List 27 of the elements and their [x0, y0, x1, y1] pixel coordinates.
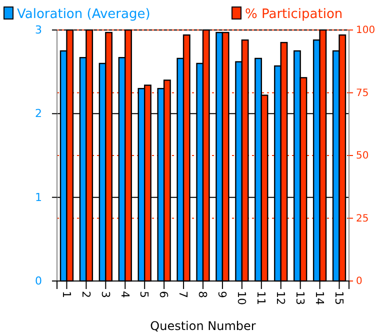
x-tick-label: 3 [98, 291, 112, 298]
x-tick-label: 6 [157, 291, 170, 298]
x-tick-label: 5 [138, 291, 151, 298]
y2-tick-label: 25 [356, 213, 369, 224]
y-tick-label: 1 [35, 190, 42, 204]
legend-label: % Participation [245, 7, 343, 22]
y-tick-label: 0 [35, 274, 42, 288]
y2-tick-label: 100 [356, 25, 376, 36]
x-tick-label: 4 [118, 291, 132, 298]
y2-tick-label: 50 [356, 150, 369, 162]
x-tick-label: 12 [274, 291, 288, 305]
x-tick-label: 14 [312, 291, 326, 305]
x-tick-label: 7 [176, 291, 190, 298]
y2-tick-label: 0 [356, 276, 362, 288]
x-axis-title: Question Number [150, 319, 256, 333]
x-tick-label: 15 [332, 291, 346, 305]
x-tick-label: 1 [60, 291, 73, 298]
y-tick-label: 3 [35, 24, 42, 37]
y2-tick-label: 75 [356, 88, 369, 99]
x-tick-label: 2 [79, 291, 92, 298]
x-tick-label: 8 [196, 291, 210, 298]
x-tick-label: 10 [235, 291, 248, 305]
x-tick-label: 9 [216, 291, 229, 298]
legend-label: Valoration (Average) [17, 7, 150, 22]
x-tick-label: 13 [293, 291, 306, 305]
y-tick-label: 2 [35, 107, 42, 120]
x-tick-label: 11 [254, 291, 268, 305]
